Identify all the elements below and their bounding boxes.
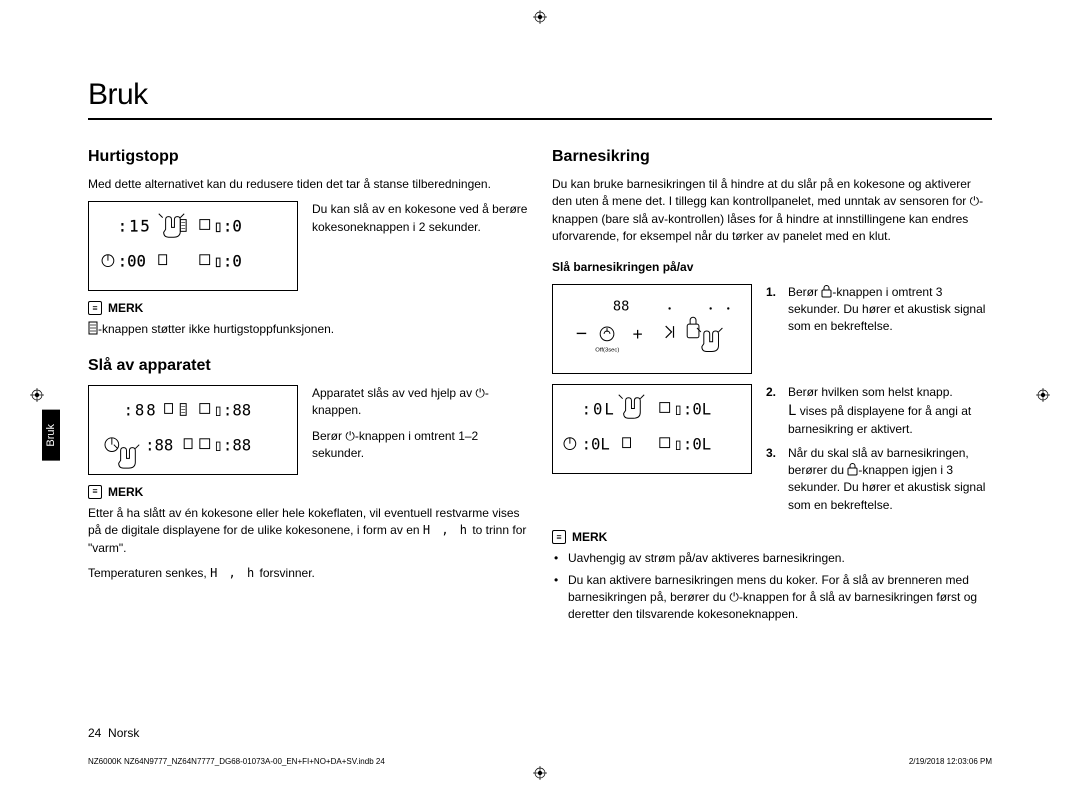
- registration-mark-top: [533, 10, 547, 24]
- left-column: Hurtigstopp Med dette alternativet kan d…: [88, 148, 528, 628]
- slaav-after-1: Etter å ha slått av én kokesone eller he…: [88, 505, 528, 557]
- step-2-subtext: vises på displayene for å angi at barnes…: [788, 404, 971, 436]
- page-title: Bruk: [88, 78, 992, 120]
- step-3: 3. Når du skal slå av barnesikringen, be…: [766, 445, 992, 515]
- barnesikring-illustration-2: :0L ▯:0L :0L ▯:0L: [552, 384, 752, 474]
- step-2: 2. Berør hvilken som helst knapp. L vise…: [766, 384, 992, 439]
- step-1: 1. Berør -knappen i omtrent 3 sekunder. …: [766, 284, 992, 336]
- note-label-1: MERK: [108, 301, 143, 315]
- svg-text::0L: :0L: [582, 399, 616, 418]
- lock-icon: [847, 463, 858, 476]
- barnesikring-notes-list: Uavhengig av strøm på/av aktiveres barne…: [552, 550, 992, 624]
- svg-text:88: 88: [613, 298, 629, 314]
- note-heading-1: ≡ MERK: [88, 301, 528, 315]
- hurtigstopp-note: -knappen støtter ikke hurtigstoppfunksjo…: [88, 321, 528, 338]
- page-lang: Norsk: [108, 726, 139, 740]
- svg-text::15: :15: [118, 217, 152, 236]
- step-1-text-a: Berør: [788, 285, 821, 299]
- lock-icon: [821, 285, 832, 298]
- digit-Hh: H , h: [423, 523, 469, 537]
- note-heading-2: ≡ MERK: [88, 485, 528, 499]
- page-content: Bruk Hurtigstopp Med dette alternativet …: [88, 78, 992, 628]
- subheading-slaa-barnesikring: Slå barnesikringen på/av: [552, 260, 992, 274]
- step-2-num: 2.: [766, 384, 780, 439]
- meta-footer-right: 2/19/2018 12:03:06 PM: [909, 757, 992, 766]
- flex-zone-icon: [88, 321, 98, 335]
- hurtigstopp-side-text: Du kan slå av en kokesone ved å berøre k…: [312, 201, 528, 236]
- slaav-side-line1: Apparatet slås av ved hjelp av ⏻-knappen…: [312, 385, 528, 420]
- two-column-layout: Hurtigstopp Med dette alternativet kan d…: [88, 148, 992, 628]
- svg-text:+: +: [632, 323, 642, 343]
- slaav-after-2a: Temperaturen senkes,: [88, 566, 210, 580]
- barnesikring-row-1: 88 − + Off(3sec): [552, 284, 992, 374]
- hurtigstopp-illustration: :15 ▯:0 :00 ▯:0: [88, 201, 298, 291]
- note-body-1: -knappen støtter ikke hurtigstoppfunksjo…: [98, 322, 334, 336]
- svg-text:▯:0: ▯:0: [214, 252, 242, 271]
- page-footer: 24 Norsk: [88, 726, 139, 740]
- registration-mark-bottom: [533, 766, 547, 780]
- slaav-after-2: Temperaturen senkes, H , h forsvinner.: [88, 565, 528, 582]
- registration-mark-right: [1036, 388, 1050, 402]
- step-list-2: 2. Berør hvilken som helst knapp. L vise…: [766, 384, 992, 521]
- svg-text:▯:0L: ▯:0L: [674, 434, 712, 453]
- step-1-num: 1.: [766, 284, 780, 336]
- hurtigstopp-row: :15 ▯:0 :00 ▯:0: [88, 201, 528, 291]
- heading-slaav: Slå av apparatet: [88, 357, 528, 375]
- note-heading-3: ≡ MERK: [552, 530, 992, 544]
- slaav-after-2b: forsvinner.: [260, 566, 315, 580]
- svg-text::88: :88: [145, 435, 173, 454]
- barnesikring-row-2: :0L ▯:0L :0L ▯:0L: [552, 384, 992, 521]
- slaav-side-text-block: Apparatet slås av ved hjelp av ⏻-knappen…: [312, 385, 528, 471]
- svg-text:▯:0: ▯:0: [214, 217, 242, 236]
- right-column: Barnesikring Du kan bruke barnesikringen…: [552, 148, 992, 628]
- note-label-3: MERK: [572, 530, 607, 544]
- slaav-side-line2: Berør ⏻-knappen i omtrent 1–2 sekunder.: [312, 428, 528, 463]
- note-icon: ≡: [88, 301, 102, 315]
- svg-text:▯:0L: ▯:0L: [674, 399, 712, 418]
- svg-text::0L: :0L: [582, 434, 610, 453]
- step-3-num: 3.: [766, 445, 780, 515]
- meta-footer-left: NZ6000K NZ64N9777_NZ64N7777_DG68-01073A-…: [88, 757, 385, 766]
- side-tab: Bruk: [42, 410, 60, 461]
- svg-text:▯:88: ▯:88: [214, 435, 252, 454]
- registration-mark-left: [30, 388, 44, 402]
- note-label-2: MERK: [108, 485, 143, 499]
- off3sec-label: Off(3sec): [595, 347, 619, 353]
- bullet-1: Uavhengig av strøm på/av aktiveres barne…: [552, 550, 992, 567]
- svg-text:−: −: [576, 322, 587, 344]
- slaav-row: :88 ▯:88 :88 ▯:88: [88, 385, 528, 475]
- heading-barnesikring: Barnesikring: [552, 148, 992, 166]
- slaav-illustration: :88 ▯:88 :88 ▯:88: [88, 385, 298, 475]
- digit-Hh2: H , h: [210, 566, 256, 580]
- heading-hurtigstopp: Hurtigstopp: [88, 148, 528, 166]
- note-icon: ≡: [552, 530, 566, 544]
- step-list-1: 1. Berør -knappen i omtrent 3 sekunder. …: [766, 284, 992, 342]
- page-number: 24: [88, 726, 101, 740]
- bullet-2: Du kan aktivere barnesikringen mens du k…: [552, 572, 992, 624]
- step-2-text: Berør hvilken som helst knapp.: [788, 385, 953, 399]
- barnesikring-illustration-1: 88 − + Off(3sec): [552, 284, 752, 374]
- hurtigstopp-intro: Med dette alternativet kan du redusere t…: [88, 176, 528, 193]
- svg-text:▯:88: ▯:88: [214, 400, 252, 419]
- note-icon: ≡: [88, 485, 102, 499]
- svg-text::88: :88: [124, 400, 158, 419]
- barnesikring-intro: Du kan bruke barnesikringen til å hindre…: [552, 176, 992, 246]
- svg-text::00: :00: [118, 252, 146, 271]
